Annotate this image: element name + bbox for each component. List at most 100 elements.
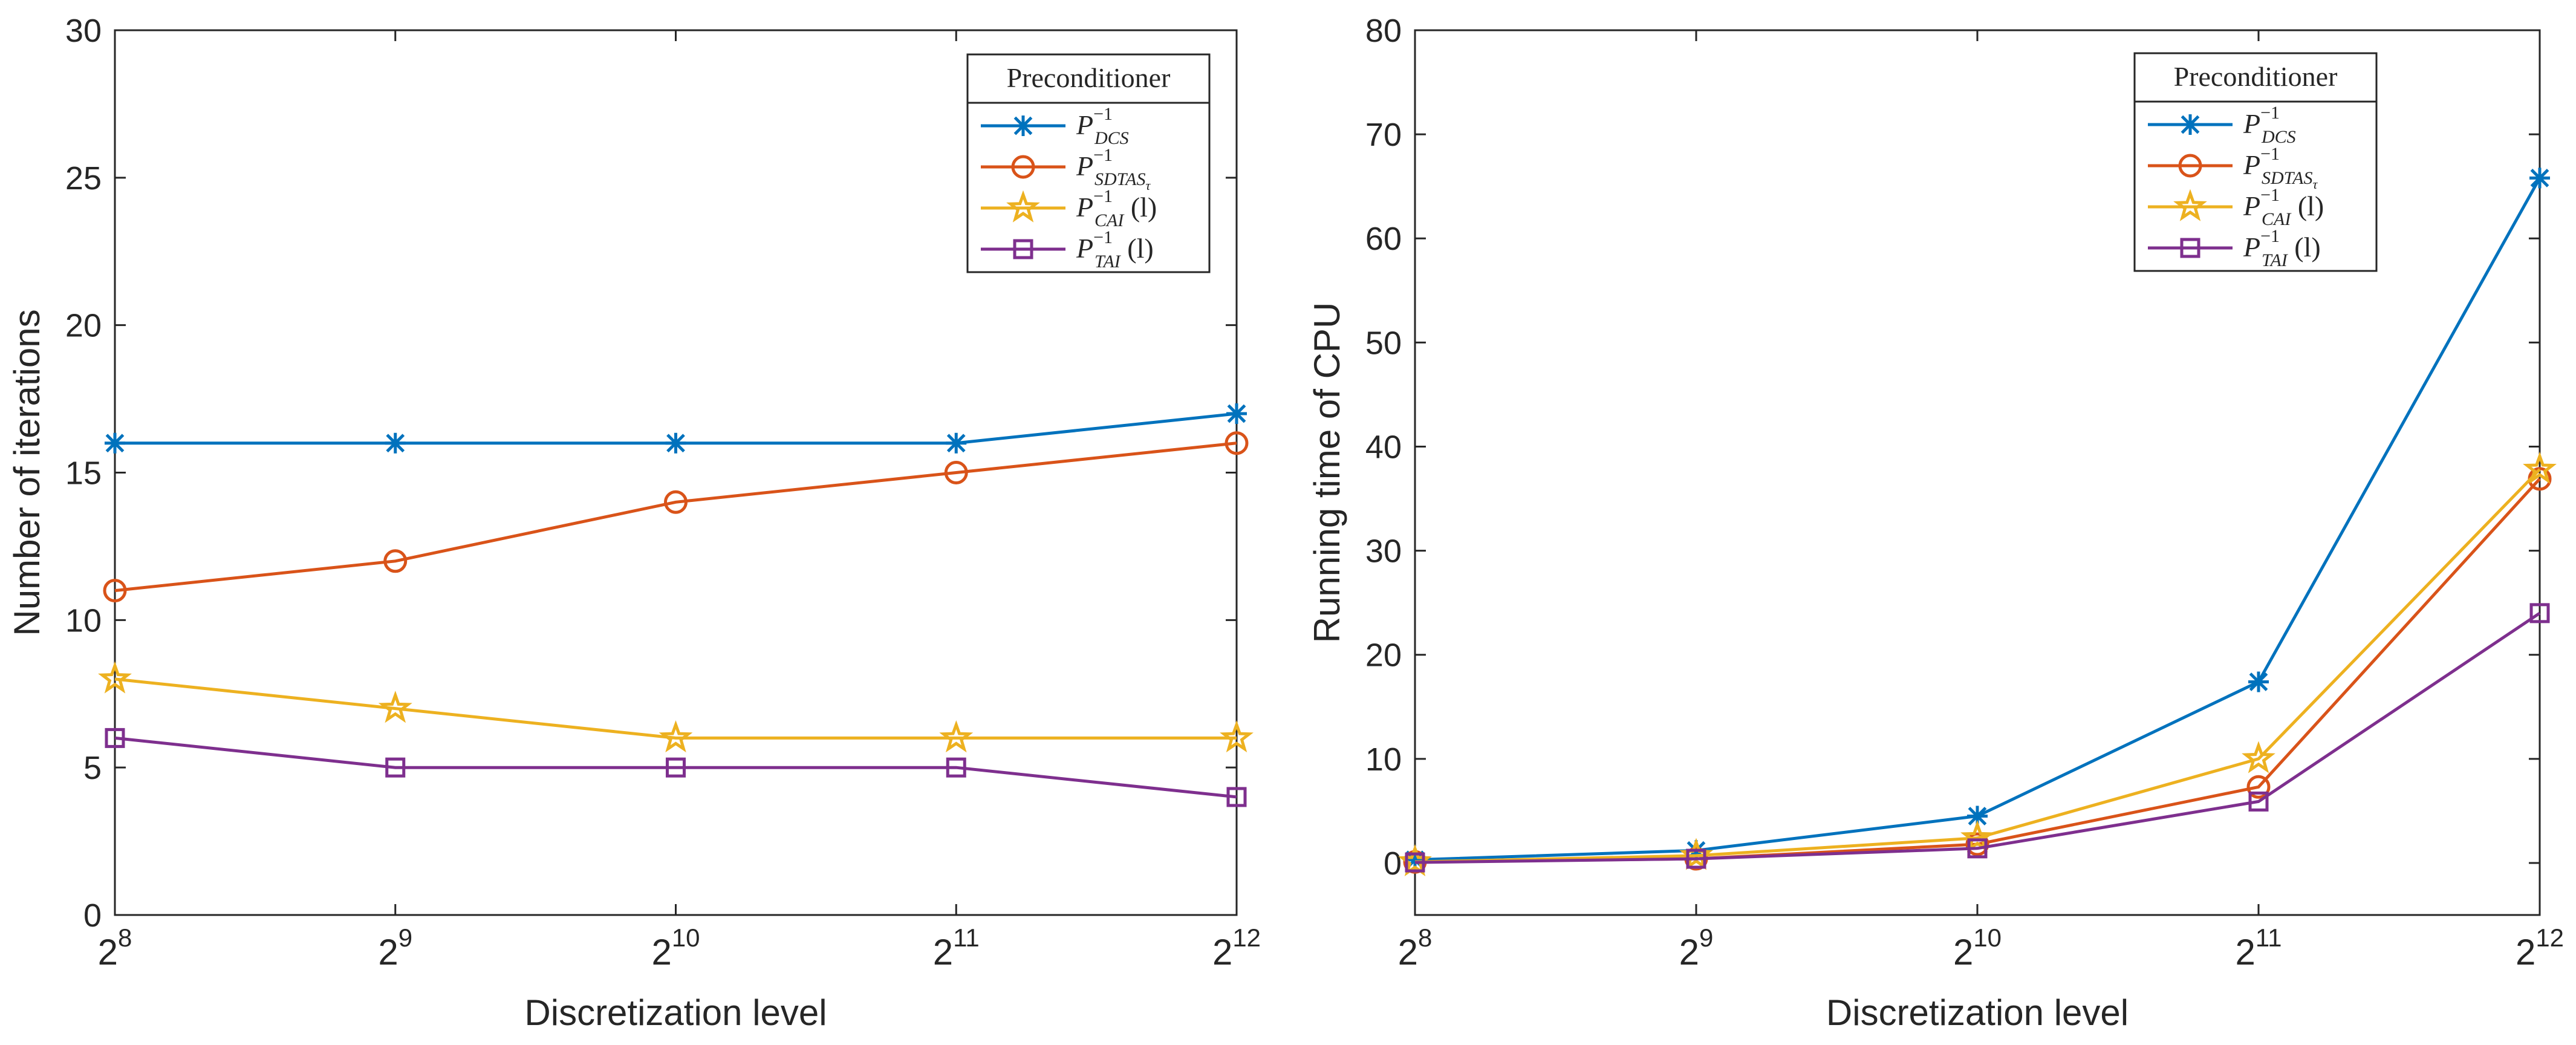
data-point [103, 579, 127, 603]
legend-marker [2178, 154, 2202, 178]
y-tick-label: 10 [1365, 741, 1402, 778]
x-axis-label: Discretization level [1826, 992, 2129, 1033]
data-point [378, 691, 412, 723]
data-point [2529, 603, 2550, 623]
series-1 [103, 431, 1249, 603]
data-point [1965, 832, 1989, 856]
data-point [1967, 806, 1988, 827]
legend-label-sub: SDTAS [2262, 168, 2312, 188]
y-tick-label: 15 [65, 455, 102, 492]
x-tick-exponent: 9 [1699, 923, 1713, 952]
legend-marker [1013, 239, 1033, 259]
series-3 [1405, 603, 2550, 873]
data-point [2242, 741, 2275, 773]
x-tick-exponent: 12 [1232, 923, 1261, 952]
legend-box [2133, 52, 2378, 272]
y-tick-label: 20 [65, 308, 102, 344]
legend-entry: P−1 TAI (l) [2148, 226, 2321, 270]
series-0 [105, 403, 1247, 454]
legend-label-sup: −1 [2260, 226, 2280, 246]
y-tick-label: 30 [1365, 533, 1402, 570]
x-tick-label: 210 [1953, 923, 2002, 972]
legend-label-sub: DCS [1094, 128, 1129, 148]
data-point [1220, 720, 1254, 753]
legend-entry: P−1 DCS [981, 104, 1129, 148]
legend-label-base: P [2243, 190, 2260, 221]
data-point [385, 432, 406, 454]
x-tick-label: 212 [1212, 923, 1261, 972]
data-point [2246, 775, 2271, 799]
data-point [666, 757, 686, 778]
series-2 [98, 661, 1254, 753]
y-tick-label: 60 [1365, 221, 1402, 257]
legend-label-subsub: τ [2312, 177, 2318, 192]
x-tick-label: 211 [933, 923, 980, 972]
data-point [2529, 168, 2550, 189]
data-point [1960, 820, 1994, 853]
y-axis-label: Running time of CPU [1307, 302, 1347, 643]
x-tick-base: 2 [1212, 932, 1232, 972]
y-tick-label: 30 [65, 13, 102, 49]
y-tick-label: 25 [65, 160, 102, 197]
legend-label: P−1 TAI (l) [1076, 227, 1154, 272]
x-tick-label: 212 [2516, 923, 2564, 972]
x-tick-label: 29 [378, 923, 412, 972]
legend-entry: P−1 CAI (l) [2148, 185, 2324, 229]
data-point [946, 432, 967, 454]
legend-marker [2180, 114, 2200, 135]
legend-label-sub: TAI [1094, 252, 1122, 272]
y-tick-label: 0 [83, 897, 102, 934]
legend-label-sup: −1 [1093, 104, 1113, 124]
x-tick-label: 210 [651, 923, 700, 972]
x-tick-exponent: 11 [953, 923, 980, 952]
data-point [383, 549, 408, 573]
legend-label-sup: −1 [1093, 186, 1113, 206]
x-tick-base: 2 [2236, 932, 2256, 972]
legend-entry: P−1 TAI (l) [981, 227, 1154, 272]
legend-label-sup: −1 [1093, 145, 1113, 165]
y-tick-label: 0 [1384, 845, 1402, 882]
data-point [939, 720, 974, 753]
legend-label-sub: DCS [2261, 127, 2296, 147]
legend-box [966, 53, 1211, 273]
x-tick-base: 2 [378, 932, 398, 972]
legend-label-sup: −1 [2260, 103, 2280, 123]
series-line [1414, 611, 2541, 864]
legend-label-sub: CAI [2262, 209, 2292, 229]
legend-marker [2173, 189, 2207, 221]
x-tick-exponent: 10 [672, 923, 700, 952]
y-tick-label: 50 [1365, 325, 1402, 361]
x-tick-base: 2 [933, 932, 953, 972]
x-tick-exponent: 10 [1973, 923, 2002, 952]
data-point [1225, 431, 1249, 455]
legend-title: Preconditioner [1007, 62, 1171, 93]
legend-label: P−1 TAI (l) [2243, 226, 2321, 270]
legend-label: P−1 DCS [1076, 104, 1129, 148]
legend-marker [2180, 238, 2200, 258]
data-point [2248, 791, 2269, 812]
y-tick-label: 20 [1365, 637, 1402, 674]
legend-label-base: P [2243, 149, 2260, 180]
legend-marker [1013, 116, 1033, 136]
legend-marker [1006, 190, 1040, 223]
y-tick-label: 80 [1365, 13, 1402, 49]
y-tick-label: 40 [1365, 429, 1402, 465]
x-tick-base: 2 [98, 932, 118, 972]
x-tick-label: 211 [2236, 923, 2282, 972]
x-tick-label: 28 [98, 923, 132, 972]
x-tick-exponent: 8 [1418, 923, 1432, 952]
x-axis-label: Discretization level [524, 992, 827, 1033]
x-tick-base: 2 [1953, 932, 1973, 972]
legend-entry: P−1 SDTASτ [981, 145, 1151, 193]
series-3 [105, 728, 1247, 807]
legend-label-subsub: τ [1145, 178, 1151, 193]
series-line [114, 736, 1237, 799]
x-tick-base: 2 [2516, 932, 2535, 972]
data-point [1686, 848, 1706, 869]
y-tick-label: 5 [83, 750, 102, 786]
x-tick-label: 28 [1398, 923, 1433, 972]
data-point [665, 432, 686, 454]
legend-label-suffix: (l) [2288, 232, 2321, 262]
